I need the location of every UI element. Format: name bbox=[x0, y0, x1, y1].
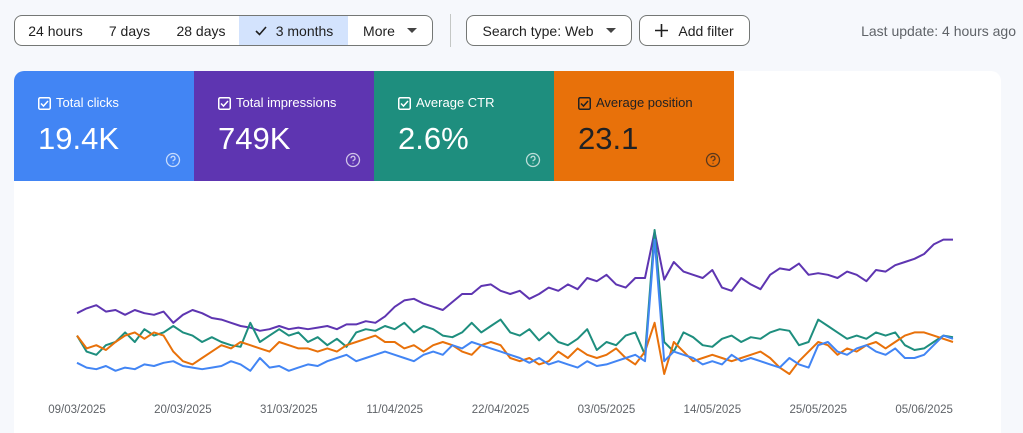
metric-value: 23.1 bbox=[578, 121, 639, 156]
help-icon bbox=[165, 152, 181, 168]
help-icon bbox=[525, 152, 541, 168]
x-tick-label: 25/05/2025 bbox=[789, 404, 847, 416]
checkbox bbox=[578, 97, 591, 110]
checkbox bbox=[218, 97, 231, 110]
checkbox bbox=[38, 97, 51, 110]
search-type-label: Search type: Web bbox=[482, 22, 594, 39]
series-line bbox=[76, 230, 953, 332]
help-icon bbox=[345, 152, 361, 168]
range-7d[interactable]: 7 days bbox=[96, 15, 164, 46]
x-tick-label: 09/03/2025 bbox=[48, 404, 106, 416]
more-label: More bbox=[363, 22, 395, 39]
series-line bbox=[76, 238, 954, 372]
separator bbox=[450, 14, 451, 47]
range-28d[interactable]: 28 days bbox=[163, 15, 240, 46]
check-icon bbox=[255, 25, 267, 36]
range-label: 3 months bbox=[275, 22, 334, 39]
x-tick-label: 22/04/2025 bbox=[472, 404, 530, 416]
search-type[interactable]: Search type: Web bbox=[466, 15, 632, 46]
metric-value: 749K bbox=[218, 121, 291, 156]
series-line bbox=[76, 229, 954, 356]
add-filter[interactable]: Add filter bbox=[639, 15, 750, 46]
metric-label: Average position bbox=[596, 95, 693, 110]
dropdown-arrow bbox=[605, 27, 616, 33]
metric-label: Average CTR bbox=[416, 95, 495, 110]
checkbox bbox=[398, 97, 411, 110]
plus-icon bbox=[655, 24, 669, 37]
metric-tile[interactable]: Average position 23.1 bbox=[554, 71, 734, 181]
metric-value: 19.4K bbox=[38, 121, 120, 156]
metric-label: Total impressions bbox=[236, 95, 337, 110]
range-24h[interactable]: 24 hours bbox=[14, 15, 97, 46]
metric-tile[interactable]: Total clicks 19.4K bbox=[14, 71, 194, 181]
metric-label: Total clicks bbox=[56, 95, 119, 110]
x-tick-label: 14/05/2025 bbox=[684, 404, 742, 416]
metric-tile[interactable]: Average CTR 2.6% bbox=[374, 71, 554, 181]
x-tick-label: 11/04/2025 bbox=[366, 404, 423, 416]
x-tick-label: 05/06/2025 bbox=[895, 404, 953, 416]
more-button[interactable]: More bbox=[348, 15, 433, 46]
chart: 09/03/2025 20/03/2025 31/03/2025 11/04/2025… bbox=[48, 229, 954, 416]
x-tick-label: 20/03/2025 bbox=[154, 404, 212, 416]
help-icon bbox=[705, 152, 721, 168]
add-filter-label: Add filter bbox=[678, 22, 734, 39]
dropdown-arrow bbox=[406, 27, 417, 33]
performance-card: 09/03/2025 20/03/2025 31/03/2025 11/04/2025… bbox=[14, 71, 1001, 433]
range-3m[interactable]: 3 months bbox=[239, 15, 349, 46]
x-tick-label: 31/03/2025 bbox=[260, 404, 318, 416]
metric-value: 2.6% bbox=[398, 121, 469, 156]
last-update: Last update: 4 hours ago bbox=[861, 23, 1016, 39]
series-line bbox=[76, 321, 954, 375]
x-tick-label: 03/05/2025 bbox=[578, 404, 636, 416]
metric-tile[interactable]: Total impressions 749K bbox=[194, 71, 374, 181]
